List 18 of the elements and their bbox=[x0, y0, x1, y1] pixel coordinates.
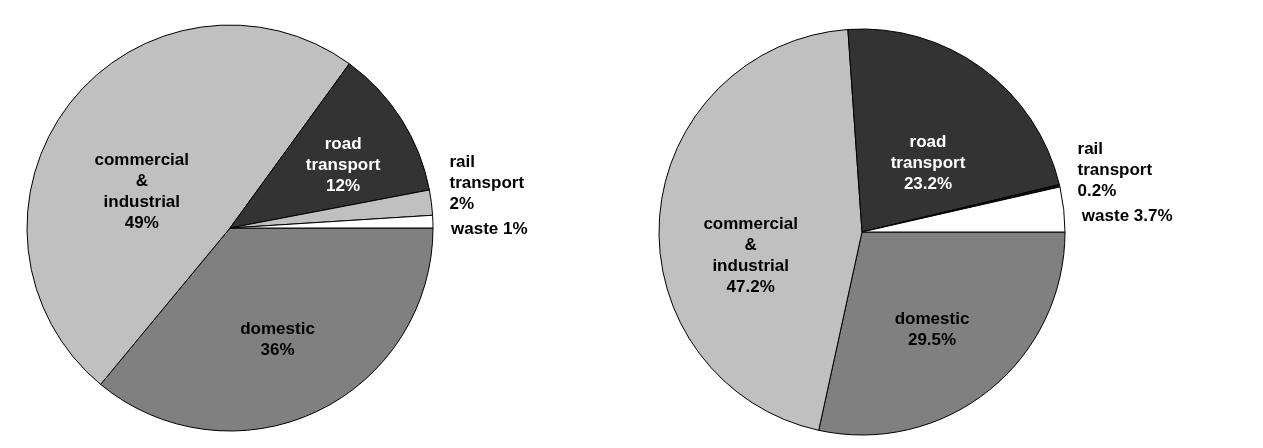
data-label: 47.2% bbox=[726, 276, 775, 296]
slice-label: road transport bbox=[305, 134, 381, 175]
slice-label: waste 1% bbox=[450, 219, 528, 239]
slice-label: rail transport bbox=[449, 152, 525, 193]
data-label: 0.2% bbox=[1077, 180, 1117, 200]
slice-label: domestic bbox=[894, 308, 970, 328]
slice-label: commercial & industrial bbox=[94, 149, 190, 211]
data-label: 12% bbox=[326, 176, 361, 196]
data-label: 49% bbox=[124, 212, 159, 232]
data-label: 2% bbox=[449, 194, 475, 214]
slice-label: waste 3.7% bbox=[1080, 205, 1173, 225]
slice-label: commercial & industrial bbox=[703, 213, 798, 275]
slice-label: domestic bbox=[240, 319, 315, 339]
data-label: 29.5% bbox=[907, 329, 957, 349]
data-label: 36% bbox=[260, 340, 295, 360]
data-label: 23.2% bbox=[903, 173, 953, 193]
slice-label: road transport bbox=[890, 131, 966, 172]
slice-label: rail transport bbox=[1077, 138, 1153, 179]
